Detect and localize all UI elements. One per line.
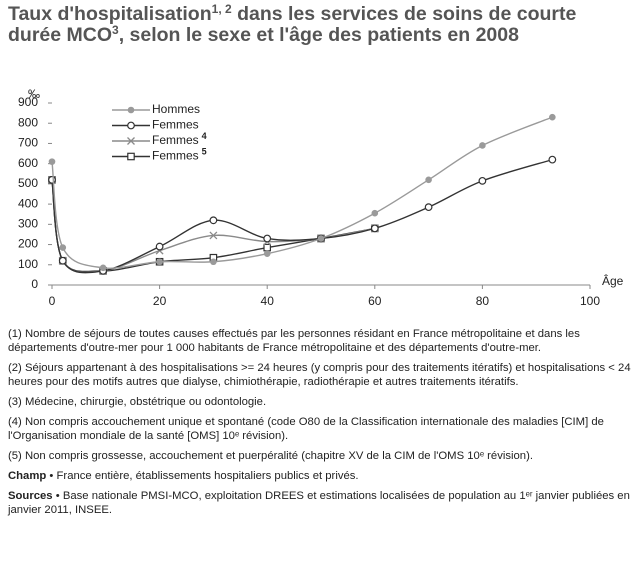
point [548, 155, 557, 164]
title-sup: 1, 2 [211, 2, 232, 16]
x-tick-label: 100 [580, 294, 600, 308]
point [371, 209, 379, 217]
sources: Sources • Base nationale PMSI-MCO, explo… [8, 489, 631, 517]
x-axis-label: Âge [602, 273, 624, 288]
y-tick-label: 600 [18, 156, 38, 170]
x-tick-label: 60 [368, 294, 382, 308]
chart: 0 100 200 300 400 500 600 700 800 900 0 20 40 60 80 100… [18, 87, 624, 308]
footnote: (2) Séjours appartenant à des hospitalis… [8, 362, 631, 388]
series-line [51, 158, 553, 274]
y-tick-label: 100 [18, 257, 38, 271]
point [479, 142, 486, 149]
legend-name: Femmes [152, 118, 199, 132]
point [48, 175, 56, 184]
legend-label: Femmes 4 [152, 131, 207, 147]
y-tick-label: 400 [18, 196, 38, 210]
title-sup: 3 [112, 23, 119, 37]
point [263, 250, 271, 257]
x-tick-label: 80 [476, 294, 490, 308]
x-tick-label: 40 [261, 294, 275, 308]
title-part: dans les services de soins de courte dur… [8, 3, 577, 46]
legend-name: Femmes [152, 133, 199, 147]
sources-text: • Base nationale PMSI-MCO, exploitation … [8, 490, 630, 516]
point [263, 234, 272, 243]
point [58, 256, 67, 265]
legend-marker [127, 152, 135, 161]
x-tick-label: 0 [49, 294, 56, 308]
legend-entry: Femmes 4 [112, 131, 207, 147]
point [210, 258, 217, 266]
y-axis-label: ‰ [28, 87, 40, 101]
legend-marker [127, 106, 135, 114]
y-tick-label: 900 [18, 95, 38, 109]
legend-label: Femmes 5 [152, 147, 207, 163]
legend-entry: Femmes 5 [112, 147, 207, 163]
point [209, 231, 218, 240]
legend-sup: 5 [202, 147, 207, 157]
champ-text: • France entière, établissements hospita… [46, 470, 359, 482]
sources-label: Sources [8, 490, 53, 502]
point [424, 203, 433, 212]
point [59, 244, 67, 251]
legend-entry: Hommes [112, 102, 200, 116]
footnote: (1) Nombre de séjours de toutes causes e… [8, 328, 580, 354]
y-tick-label: 200 [18, 237, 38, 251]
champ-label: Champ [8, 470, 47, 482]
footnote: (4) Non compris accouchement unique et s… [8, 416, 604, 442]
title-part: Taux d'hospitalisation [8, 3, 212, 25]
point [370, 224, 379, 233]
legend-name: Femmes [152, 149, 199, 163]
legend-marker [127, 137, 135, 145]
legend-label: Hommes [152, 102, 200, 116]
title-part: , selon le sexe et l'âge des patients en… [118, 24, 519, 46]
champ: Champ • France entière, établissements h… [8, 469, 631, 483]
series-line [51, 116, 553, 269]
y-tick-label: 0 [31, 277, 38, 291]
y-tick-label: 700 [18, 136, 38, 150]
footnote: (5) Non compris grossesse, accouchement … [8, 450, 533, 462]
footnote: (3) Médecine, chirurgie, obstétrique ou … [8, 396, 267, 408]
point [209, 216, 218, 225]
point [478, 176, 487, 185]
point [155, 242, 164, 251]
y-tick-label: 500 [18, 176, 38, 190]
y-tick-label: 300 [18, 217, 38, 231]
point [99, 264, 107, 272]
legend-marker [127, 121, 135, 130]
legend-entry: Femmes [112, 118, 199, 132]
point [263, 243, 272, 252]
footnotes: (1) Nombre de séjours de toutes causes e… [8, 327, 631, 523]
y-tick-label: 800 [18, 115, 38, 129]
chart-title: Taux d'hospitalisation1, 2 dans les serv… [8, 2, 623, 46]
point [156, 258, 163, 266]
legend-label: Femmes [152, 118, 199, 132]
point [549, 113, 556, 121]
point [425, 176, 432, 184]
point [48, 158, 56, 165]
point [317, 235, 325, 242]
legend-name: Hommes [152, 102, 200, 116]
legend-sup: 4 [202, 131, 207, 141]
x-tick-label: 20 [153, 294, 167, 308]
